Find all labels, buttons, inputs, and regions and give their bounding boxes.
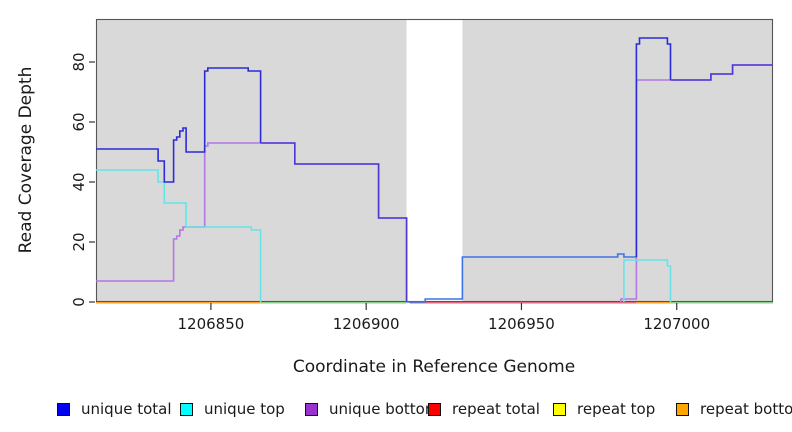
no-data-band (406, 19, 463, 302)
x-tick-label: 1206950 (488, 315, 555, 333)
x-tick-label: 1207000 (643, 315, 711, 333)
y-tick-label: 40 (70, 172, 88, 192)
series-unique-total (406, 253, 637, 303)
y-tick-label: 60 (70, 112, 88, 132)
x-tick-label: 1206850 (177, 315, 245, 333)
series-unique-total (670, 64, 773, 81)
plot-border (95, 18, 774, 303)
y-tick-label: 0 (70, 297, 88, 307)
series-unique-total (260, 142, 408, 302)
x-tick-label: 1206900 (332, 315, 400, 333)
series-unique-total (635, 37, 672, 257)
series-unique-total (96, 67, 262, 183)
y-tick-label: 80 (70, 52, 88, 72)
x-axis-title: Coordinate in Reference Genome (292, 357, 576, 377)
series-unique-top (623, 259, 672, 302)
y-tick-label: 20 (70, 232, 88, 252)
series-unique-top (96, 169, 262, 302)
y-axis-title: Read Coverage Depth (16, 66, 36, 254)
